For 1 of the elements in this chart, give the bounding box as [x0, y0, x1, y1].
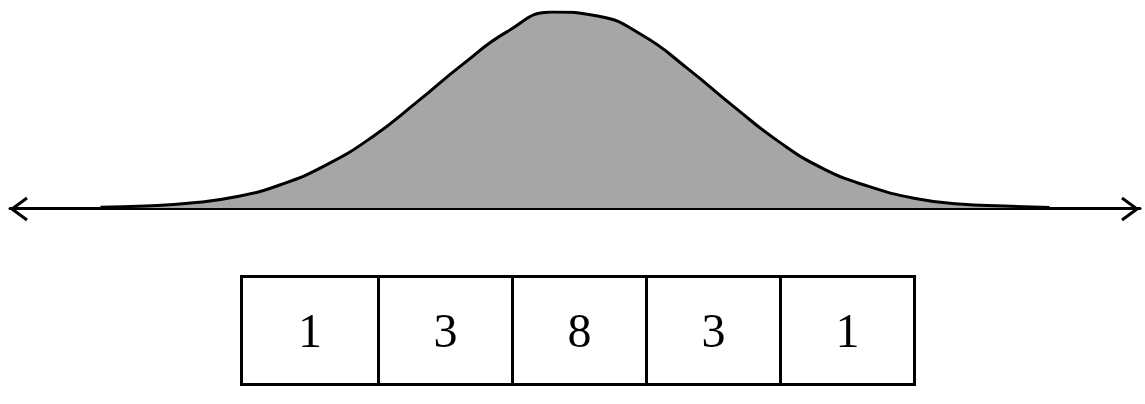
- number-table: 1 3 8 3 1: [240, 275, 916, 386]
